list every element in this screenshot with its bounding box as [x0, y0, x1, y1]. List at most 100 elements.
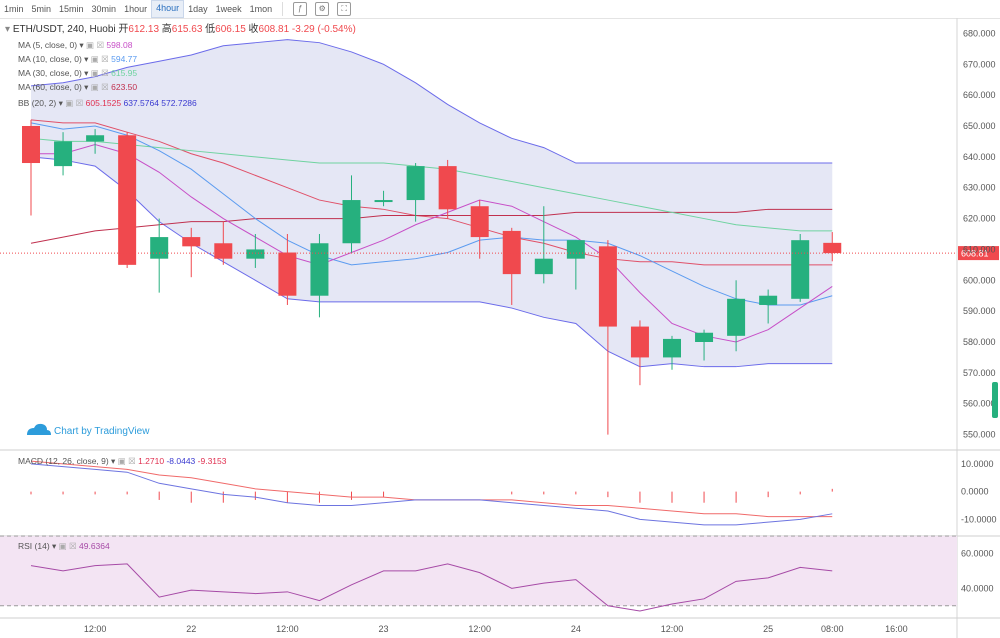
interval-15min[interactable]: 15min [59, 4, 84, 14]
interval-4hour[interactable]: 4hour [151, 0, 185, 18]
price-axis-tick-label: 590.000 [963, 306, 996, 316]
time-axis-tick-label: 22 [186, 624, 196, 634]
bb-legend[interactable]: BB (20, 2) ▾ ▣ ☒ 605.1525 637.5764 572.7… [18, 98, 197, 108]
time-axis-tick-label: 24 [571, 624, 581, 634]
ma-legend-1[interactable]: MA (10, close, 0) ▾ ▣ ☒ 594.77 [18, 54, 137, 64]
macd-legend[interactable]: MACD (12, 26, close, 9) ▾ ▣ ☒ 1.2710 -8.… [18, 456, 227, 466]
rsi-band-fill [0, 536, 957, 606]
ma-legend-0-value: 598.08 [106, 40, 132, 50]
candle-body[interactable] [310, 243, 329, 296]
bb-legend-value: 605.1525 [86, 98, 124, 108]
time-axis-tick-label: 12:00 [84, 624, 107, 634]
macd-legend-value: 1.2710 [138, 456, 166, 466]
macd-signal-line [30, 460, 833, 518]
candle-body[interactable] [22, 126, 40, 164]
chart-canvas[interactable]: 608.81 550.000 560.000 570.000 580.000 590.00… [0, 18, 1000, 638]
rsi-legend-value: 49.6364 [79, 541, 110, 551]
ma-legend-1-label: MA (10, close, 0) ▾ [18, 54, 91, 64]
macd-legend-value: -9.3153 [198, 456, 227, 466]
candle-body[interactable] [534, 258, 553, 275]
macd-line [30, 463, 833, 526]
candle-body[interactable] [374, 200, 393, 203]
time-axis-tick-label: 25 [763, 624, 773, 634]
interval-5min[interactable]: 5min [31, 4, 52, 14]
price-axis-tick-label: 620.000 [963, 214, 996, 224]
close-label: 收 [246, 22, 259, 35]
candle-body[interactable] [438, 166, 457, 210]
interval-30min[interactable]: 30min [91, 4, 117, 14]
candle-body[interactable] [246, 249, 265, 259]
candle-body[interactable] [823, 242, 842, 254]
candle-body[interactable] [759, 295, 778, 305]
price-axis-tick-label: 650.000 [963, 121, 996, 131]
candle-body[interactable] [342, 200, 361, 244]
ma10-line [30, 122, 833, 306]
ma-legend-3-label: MA (60, close, 0) ▾ [18, 82, 91, 92]
settings-icon[interactable]: ⚙ [315, 2, 330, 16]
interval-1day[interactable]: 1day [188, 4, 208, 14]
candle-body[interactable] [663, 338, 681, 358]
candle-body[interactable] [630, 326, 649, 358]
toolbar: 1min 5min 15min 30min 1hour 4hour 1day 1week 1mo… [0, 0, 1000, 19]
collapse-icon: ▾ [5, 24, 13, 35]
interval-1mon[interactable]: 1mon [249, 4, 273, 14]
candle-body[interactable] [150, 237, 169, 259]
low-value: 606.15 [215, 24, 246, 35]
ma-legend-2[interactable]: MA (30, close, 0) ▾ ▣ ☒ 615.95 [18, 68, 137, 78]
time-axis-tick-label: 23 [379, 624, 389, 634]
candle-body[interactable] [566, 240, 585, 259]
chart-header: ▾ ETH/USDT, 240, Huobi 开612.13 高615.63 低… [5, 22, 356, 35]
price-axis-tick-label: 560.000 [963, 399, 996, 409]
price-axis-tick-label: 630.000 [963, 183, 996, 193]
bb-upper-line [30, 39, 833, 164]
low-label: 低 [202, 22, 215, 35]
candle-body[interactable] [214, 243, 233, 259]
interval-1hour[interactable]: 1hour [124, 4, 148, 14]
rsi-legend[interactable]: RSI (14) ▾ ▣ ☒ 49.6364 [18, 541, 110, 551]
candle-body[interactable] [598, 246, 617, 327]
macd-legend-controls-icon: ▣ ☒ [118, 456, 138, 466]
candle-body[interactable] [278, 252, 297, 296]
candle-body[interactable] [182, 237, 201, 247]
ma-legend-1-value: 594.77 [111, 54, 137, 64]
time-axis-tick-label: 08:00 [821, 624, 844, 634]
candle-body[interactable] [470, 206, 489, 238]
candle-body[interactable] [727, 298, 746, 336]
indicator-icon[interactable]: ƒ [293, 2, 308, 16]
candle-body[interactable] [118, 135, 137, 265]
bb-legend-label: BB (20, 2) ▾ [18, 98, 65, 108]
high-label: 高 [159, 22, 172, 35]
macd-axis-tick-label: -10.0000 [961, 514, 997, 524]
ma-legend-2-label: MA (30, close, 0) ▾ [18, 68, 91, 78]
price-axis-tick-label: 600.000 [963, 275, 996, 285]
candle-body[interactable] [54, 141, 73, 167]
price-scale-handle[interactable] [992, 382, 998, 418]
ma-legend-0[interactable]: MA (5, close, 0) ▾ ▣ ☒ 598.08 [18, 40, 133, 50]
bb-middle-line [30, 119, 833, 266]
price-axis-tick-label: 570.000 [963, 368, 996, 378]
ma-legend-3[interactable]: MA (60, close, 0) ▾ ▣ ☒ 623.50 [18, 82, 137, 92]
candle-body[interactable] [502, 230, 521, 275]
fullscreen-icon[interactable]: ⛶ [337, 2, 352, 16]
price-axis-tick-label: 610.000 [963, 244, 996, 254]
candle-body[interactable] [406, 166, 425, 201]
interval-1week[interactable]: 1week [215, 4, 242, 14]
interval-1min[interactable]: 1min [4, 4, 24, 14]
price-axis-tick-label: 660.000 [963, 90, 996, 100]
rsi-axis-tick-label: 40.0000 [961, 583, 994, 593]
candle-body[interactable] [695, 332, 714, 342]
price-axis-tick-label: 550.000 [963, 430, 996, 440]
symbol-title: ETH/USDT, 240, Huobi [13, 24, 116, 35]
candle-body[interactable] [791, 240, 810, 299]
open-value: 612.13 [128, 24, 159, 35]
time-axis-tick-label: 12:00 [468, 624, 491, 634]
close-value: 608.81 [259, 24, 290, 35]
candle-body[interactable] [86, 135, 105, 142]
ma-legend-2-value: 615.95 [111, 68, 137, 78]
rsi-line [30, 563, 833, 612]
toolbar-divider [282, 2, 284, 16]
time-axis-tick-label: 12:00 [661, 624, 684, 634]
tradingview-logo-icon [27, 423, 51, 435]
time-axis-tick-label: 16:00 [885, 624, 908, 634]
ma-legend-3-value: 623.50 [111, 82, 137, 92]
